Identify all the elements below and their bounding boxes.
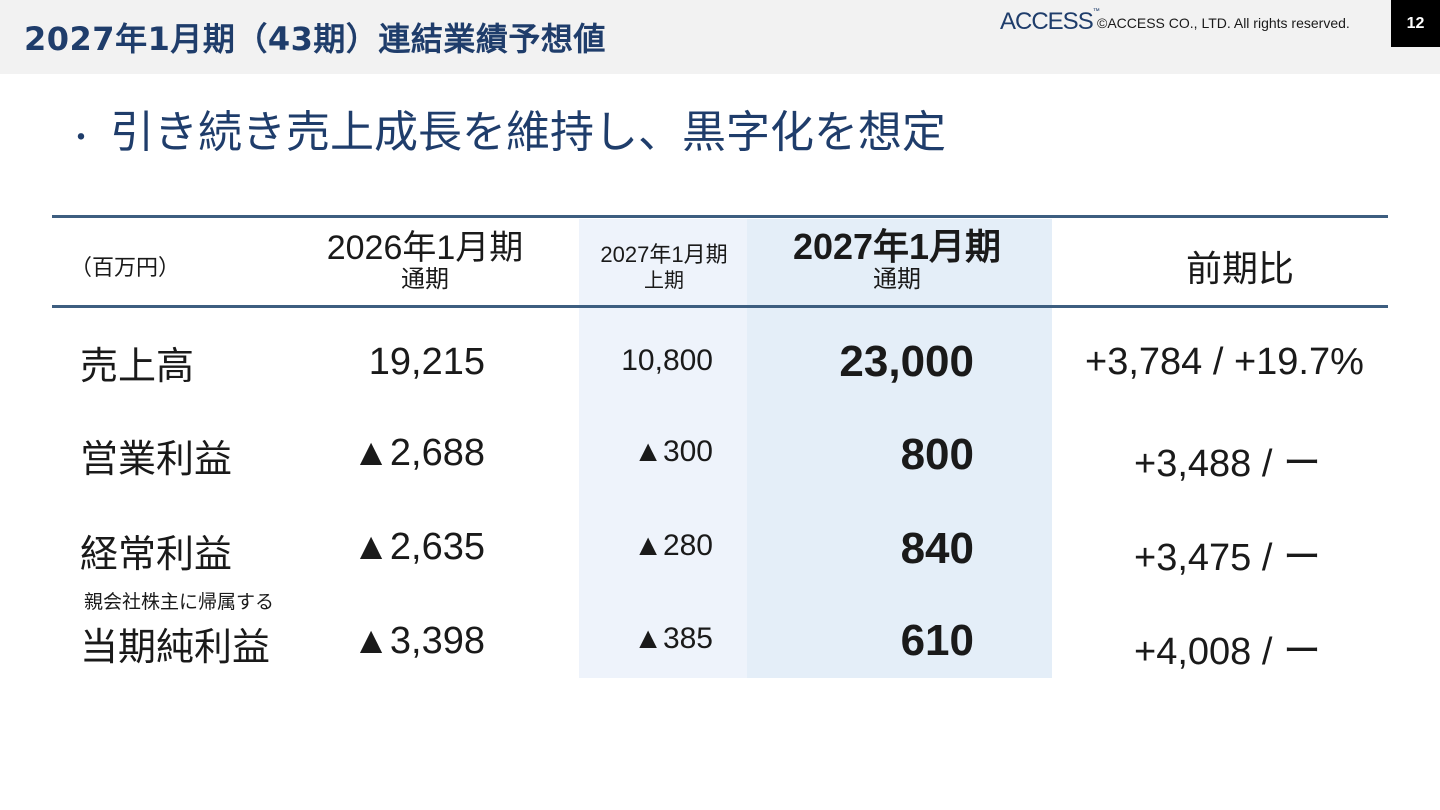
row-note-net-income: 親会社株主に帰属する: [84, 592, 275, 613]
column-header-fy2027-h1-period: 2027年1月期: [600, 242, 728, 267]
column-header-fy2026-period: 2026年1月期: [326, 229, 524, 267]
column-header-yoy: 前期比: [1185, 248, 1294, 289]
operating-profit-fy2026: ▲2,688: [352, 432, 485, 474]
page-number: 12: [1391, 0, 1440, 47]
slide-title: 2027年1月期（43期）連結業績予想値: [24, 20, 606, 58]
column-header-fy2027: 2027年1月期 通期: [762, 228, 1032, 294]
table-header-rule: [52, 305, 1388, 308]
logo-tm: ™: [1092, 8, 1100, 15]
operating-profit-fy2027: 800: [900, 430, 974, 479]
operating-profit-yoy: +3,488 / ー: [1134, 443, 1321, 485]
row-label-ordinary-profit: 経常利益: [80, 534, 233, 576]
column-header-fy2026-span: 通期: [401, 266, 449, 293]
row-label-operating-profit: 営業利益: [80, 439, 233, 481]
net-income-fy2026: ▲3,398: [352, 620, 485, 662]
slide-header: 2027年1月期（43期）連結業績予想値 ACCESS™ ©ACCESS CO.…: [0, 0, 1440, 74]
ordinary-profit-yoy: +3,475 / ー: [1134, 537, 1321, 579]
fy2027-column-highlight: [747, 219, 1052, 678]
column-header-fy2026: 2026年1月期 通期: [300, 230, 550, 294]
table-top-rule: [52, 215, 1388, 218]
sales-fy2027-h1: 10,800: [621, 344, 713, 377]
net-income-yoy: +4,008 / ー: [1134, 631, 1321, 673]
column-header-fy2027-h1: 2027年1月期 上期: [580, 242, 748, 294]
unit-label: （百万円）: [70, 255, 181, 280]
ordinary-profit-fy2027: 840: [900, 524, 974, 573]
logo-text: ACCESS: [1000, 8, 1094, 35]
sales-fy2027: 23,000: [839, 337, 974, 386]
sales-fy2026: 19,215: [368, 341, 485, 383]
bullet-point: ・引き続き売上成長を維持し、黒字化を想定: [66, 96, 946, 160]
net-income-fy2027: 610: [900, 616, 974, 665]
access-logo: ACCESS™: [1000, 8, 1100, 36]
ordinary-profit-fy2027-h1: ▲280: [633, 529, 713, 562]
net-income-fy2027-h1: ▲385: [633, 622, 713, 655]
row-label-net-income: 当期純利益: [80, 627, 271, 669]
h1-column-highlight: [579, 219, 747, 678]
bullet-dot: ・: [66, 121, 96, 156]
column-header-fy2027-h1-span: 上期: [644, 270, 684, 292]
row-label-sales: 売上高: [80, 346, 195, 388]
copyright-text: ©ACCESS CO., LTD. All rights reserved.: [1097, 15, 1350, 31]
sales-yoy: +3,784 / +19.7%: [1085, 341, 1364, 383]
column-header-fy2027-period: 2027年1月期: [792, 226, 1002, 267]
ordinary-profit-fy2026: ▲2,635: [352, 526, 485, 568]
bullet-text: 引き続き売上成長を維持し、黒字化を想定: [110, 107, 946, 158]
column-header-fy2027-span: 通期: [873, 266, 921, 293]
operating-profit-fy2027-h1: ▲300: [633, 435, 713, 468]
